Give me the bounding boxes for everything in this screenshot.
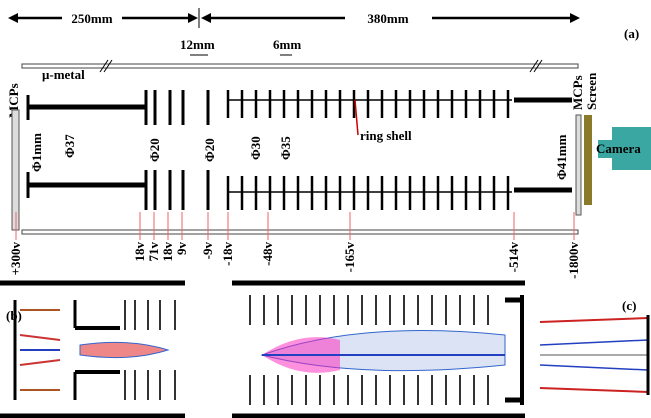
voltage-label: -9v <box>200 242 215 260</box>
trace <box>19 334 61 341</box>
diameter-label: Φ1mm <box>29 133 44 172</box>
diameter-label: Φ37 <box>62 134 77 158</box>
arrow-head <box>8 13 18 23</box>
diameter-label: Φ41mm <box>554 134 569 180</box>
beam <box>79 341 170 359</box>
shield-label: μ-metal <box>42 67 85 82</box>
voltage-label: 9v <box>174 242 189 256</box>
shield <box>21 229 579 235</box>
camera-label: Camera <box>596 141 641 156</box>
break-mark <box>103 59 113 73</box>
mcp-label: MCPs <box>6 83 21 118</box>
arrow-head <box>188 13 198 23</box>
trace <box>539 387 649 393</box>
break-mark <box>529 59 539 73</box>
diameter-label: Φ20 <box>202 138 217 162</box>
arrow-head <box>570 13 580 23</box>
voltage-label: 71v <box>146 242 161 262</box>
panel-label: (c) <box>622 298 636 313</box>
voltage-label: -1800v <box>566 242 581 279</box>
voltage-label: 18v <box>160 242 175 262</box>
break-mark <box>99 59 109 73</box>
gap-label: 12mm <box>180 37 215 52</box>
break-mark <box>533 59 543 73</box>
trace <box>539 364 649 371</box>
camera-body <box>612 127 651 170</box>
pointer <box>354 99 359 136</box>
arrow-head <box>201 13 211 23</box>
panel-label: (a) <box>624 26 639 41</box>
trace <box>539 339 649 346</box>
voltage-label: -48v <box>260 242 275 266</box>
screen-label: Screen <box>584 72 599 110</box>
screen <box>584 115 592 205</box>
diameter-label: Φ30 <box>248 136 263 160</box>
length-label: 250mm <box>71 11 112 26</box>
trace <box>539 317 649 323</box>
mcp-label: MCPs <box>570 75 585 110</box>
camera-lens <box>598 140 614 158</box>
ring-label: ring shell <box>360 128 412 143</box>
voltage-label: -514v <box>506 242 521 273</box>
voltage-label: +300v <box>8 242 23 276</box>
length-label: 380mm <box>367 11 408 26</box>
diameter-label: Φ35 <box>278 136 293 160</box>
diameter-label: Φ20 <box>147 138 162 162</box>
mcp <box>575 114 582 216</box>
voltage-label: -165v <box>342 242 357 273</box>
shield <box>21 63 579 69</box>
pitch-label: 6mm <box>273 37 301 52</box>
voltage-label: 18v <box>132 242 147 262</box>
trace <box>19 359 61 366</box>
voltage-label: -18v <box>220 242 235 266</box>
